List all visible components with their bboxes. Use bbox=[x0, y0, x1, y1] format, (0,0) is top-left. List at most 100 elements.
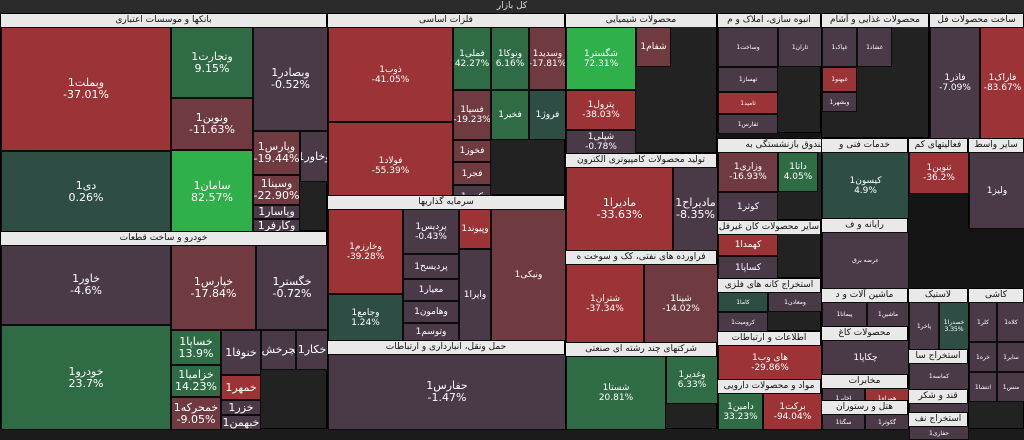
sector-title[interactable]: محصولات کاغ bbox=[822, 327, 907, 340]
sector-title[interactable]: خدمات فنی و bbox=[822, 139, 907, 152]
stock-tile[interactable]: ومعادن1 bbox=[768, 292, 822, 312]
stock-tile[interactable]: پترول1 -38.03% bbox=[566, 90, 636, 130]
stock-tile[interactable]: کساپا1 bbox=[718, 256, 778, 279]
stock-tile[interactable]: خکار1 bbox=[296, 330, 328, 370]
stock-tile[interactable]: خودرو1 23.7% bbox=[1, 325, 171, 430]
stock-tile[interactable]: انتشا1 bbox=[969, 372, 997, 402]
sector-title[interactable]: خودرو و ساخت قطعات bbox=[1, 232, 326, 245]
stock-tile[interactable]: ونوکا1 6.16% bbox=[491, 27, 529, 90]
stock-tile[interactable]: وتجارت1 9.15% bbox=[171, 27, 253, 98]
stock-tile[interactable]: ثفارس1 bbox=[718, 114, 778, 134]
stock-tile[interactable]: خگستر1 -0.72% bbox=[256, 245, 328, 330]
stock-tile[interactable]: غبهنو1 bbox=[822, 67, 857, 92]
stock-tile[interactable]: وبملت1 -37.01% bbox=[1, 27, 171, 151]
stock-tile[interactable]: مادیرا1 -33.63% bbox=[566, 167, 673, 251]
stock-tile[interactable]: فجر1 bbox=[453, 162, 491, 185]
stock-tile[interactable]: وسدید1 -17.81% bbox=[529, 27, 566, 90]
stock-tile[interactable]: خنوفا1 bbox=[221, 330, 261, 375]
stock-tile[interactable]: ونوین1 -11.63% bbox=[171, 98, 253, 150]
stock-tile[interactable]: شپلی1 -0.78% bbox=[566, 130, 636, 154]
stock-tile[interactable]: مادیراح1 -8.35% bbox=[673, 167, 718, 251]
sector-title[interactable]: فراورده های نفتی، کک و سوخت ه bbox=[566, 251, 716, 264]
stock-tile[interactable]: غپاک1 bbox=[822, 27, 857, 67]
stock-tile[interactable]: فاراک1 -83.67% bbox=[980, 27, 1024, 139]
sector-title[interactable]: ساخت محصولات فل bbox=[930, 14, 1023, 27]
stock-tile[interactable]: وجامع1 1.24% bbox=[328, 294, 403, 341]
stock-tile[interactable]: شگستر1 72.31% bbox=[566, 27, 636, 90]
sector-title[interactable]: قند و شکر bbox=[909, 390, 967, 403]
sector-title[interactable]: استخراج کانه های فلزی bbox=[718, 279, 820, 292]
stock-tile[interactable]: سامان1 82.57% bbox=[171, 150, 253, 233]
stock-tile[interactable]: ونیکی1 bbox=[491, 209, 566, 341]
stock-tile[interactable]: گکوثر1 bbox=[865, 414, 909, 430]
stock-tile[interactable]: دی1 0.26% bbox=[1, 151, 171, 233]
stock-tile[interactable]: ماشین1 bbox=[867, 302, 909, 327]
stock-tile[interactable]: وپارس1 -19.44% bbox=[253, 131, 300, 175]
stock-tile[interactable]: فخوز1 bbox=[453, 140, 491, 162]
stock-tile[interactable]: وهامون1 bbox=[403, 301, 459, 323]
sector-title[interactable]: فلزات اساسی bbox=[328, 14, 564, 27]
stock-tile[interactable]: شستا1 20.81% bbox=[566, 356, 666, 430]
stock-tile[interactable]: وزاری1 -16.93% bbox=[718, 152, 778, 192]
stock-tile[interactable]: کوثر1 bbox=[718, 192, 778, 221]
stock-tile[interactable]: وسینا1 -22.90% bbox=[253, 175, 300, 205]
sector-title[interactable]: مخابرات bbox=[822, 375, 907, 388]
stock-tile[interactable]: خزر1 bbox=[221, 400, 261, 415]
stock-tile[interactable]: خمهر1 bbox=[221, 375, 261, 400]
stock-tile[interactable]: حفارس1 -1.47% bbox=[328, 354, 566, 430]
stock-tile[interactable]: شپنا1 -14.02% bbox=[644, 264, 718, 343]
stock-tile[interactable]: وتوسم1 bbox=[403, 323, 459, 341]
stock-tile[interactable]: سگتا1 bbox=[822, 414, 865, 430]
sector-title[interactable]: فعالیتهای کم bbox=[909, 139, 967, 152]
stock-tile[interactable]: کلر1 bbox=[969, 302, 997, 342]
stock-tile[interactable]: وپاسار1 bbox=[253, 205, 300, 219]
stock-tile[interactable]: پیمانا1 bbox=[822, 302, 867, 327]
stock-tile[interactable]: پردیس1 -0.43% bbox=[403, 209, 459, 254]
sector-title[interactable]: حمل ونقل، انبارداری و ارتباطات bbox=[328, 341, 564, 354]
stock-tile[interactable]: کماسه1 bbox=[909, 363, 969, 390]
sector-title[interactable]: تولید محصولات کامپیوتری الکترون bbox=[566, 154, 716, 167]
stock-tile[interactable]: حفاری1 bbox=[909, 426, 969, 440]
stock-tile[interactable]: کرومیت1 bbox=[718, 312, 768, 332]
sector-title[interactable]: محصولات غذایی و آشام bbox=[822, 14, 928, 27]
stock-tile[interactable]: منس1 bbox=[997, 372, 1024, 402]
stock-tile[interactable]: خمحرکه1 -9.05% bbox=[171, 397, 221, 430]
stock-tile[interactable]: غشاد1 bbox=[857, 27, 892, 67]
stock-tile[interactable]: کیسون1 4.9% bbox=[822, 152, 909, 219]
stock-tile[interactable]: داتا1 4.05% bbox=[778, 152, 818, 192]
sector-title[interactable]: ماشین آلات و د bbox=[822, 289, 907, 302]
stock-tile[interactable]: واپرا1 bbox=[459, 249, 491, 341]
stock-tile[interactable]: دامین1 33.23% bbox=[718, 393, 763, 430]
sector-title[interactable]: استخراج سا bbox=[909, 350, 967, 363]
stock-tile[interactable]: شتران1 -37.34% bbox=[566, 264, 644, 343]
sector-title[interactable]: اطلاعات و ارتباطات bbox=[718, 332, 820, 345]
stock-tile[interactable]: خصدرا1 3.35% bbox=[939, 302, 969, 350]
sector-title[interactable]: لاستیک bbox=[909, 289, 967, 302]
stock-tile[interactable]: خپارس1 -17.84% bbox=[171, 245, 256, 330]
stock-tile[interactable]: فخیر1 bbox=[491, 90, 529, 140]
sector-title[interactable]: شرکتهای چند رشته ای صنعتی bbox=[566, 343, 716, 356]
sector-title[interactable]: سایر محصولات کان غیرفل bbox=[718, 221, 820, 234]
stock-tile[interactable]: فملی1 42.27% bbox=[453, 27, 491, 90]
stock-tile[interactable]: تنوین1 -36.2% bbox=[909, 152, 969, 194]
sector-title[interactable]: بانکها و موسسات اعتباری bbox=[1, 14, 326, 27]
stock-tile[interactable]: خساپا1 13.9% bbox=[171, 330, 221, 365]
stock-tile[interactable]: چکاپا1 bbox=[822, 340, 909, 375]
stock-tile[interactable]: خچرخش1 bbox=[261, 330, 296, 370]
stock-tile[interactable]: وپیوند1 bbox=[459, 209, 491, 249]
stock-tile[interactable]: ذوب1 -41.05% bbox=[328, 27, 453, 122]
stock-tile[interactable]: فولاد1 -55.39% bbox=[328, 122, 453, 209]
stock-tile[interactable]: کاما1 bbox=[718, 292, 768, 312]
stock-tile[interactable]: ولیز1 bbox=[969, 152, 1024, 229]
sector-title[interactable]: سایر واسط bbox=[969, 139, 1023, 152]
stock-tile[interactable]: وغدیر1 6.33% bbox=[666, 356, 718, 404]
stock-tile[interactable]: وبصادر1 -0.52% bbox=[253, 27, 328, 131]
sector-title[interactable]: سرمایه گذاریها bbox=[328, 196, 564, 209]
stock-tile[interactable]: کلاه1 bbox=[997, 302, 1024, 342]
stock-tile[interactable]: ثامید1 bbox=[718, 92, 778, 114]
stock-tile[interactable]: برکت1 -94.04% bbox=[763, 393, 822, 430]
stock-tile[interactable]: خبهمن1 bbox=[221, 415, 261, 430]
stock-tile[interactable]: خاور1 -4.6% bbox=[1, 245, 171, 325]
sector-title[interactable]: کاشی bbox=[969, 289, 1023, 302]
stock-tile[interactable]: فاذر1 -7.09% bbox=[930, 27, 980, 139]
